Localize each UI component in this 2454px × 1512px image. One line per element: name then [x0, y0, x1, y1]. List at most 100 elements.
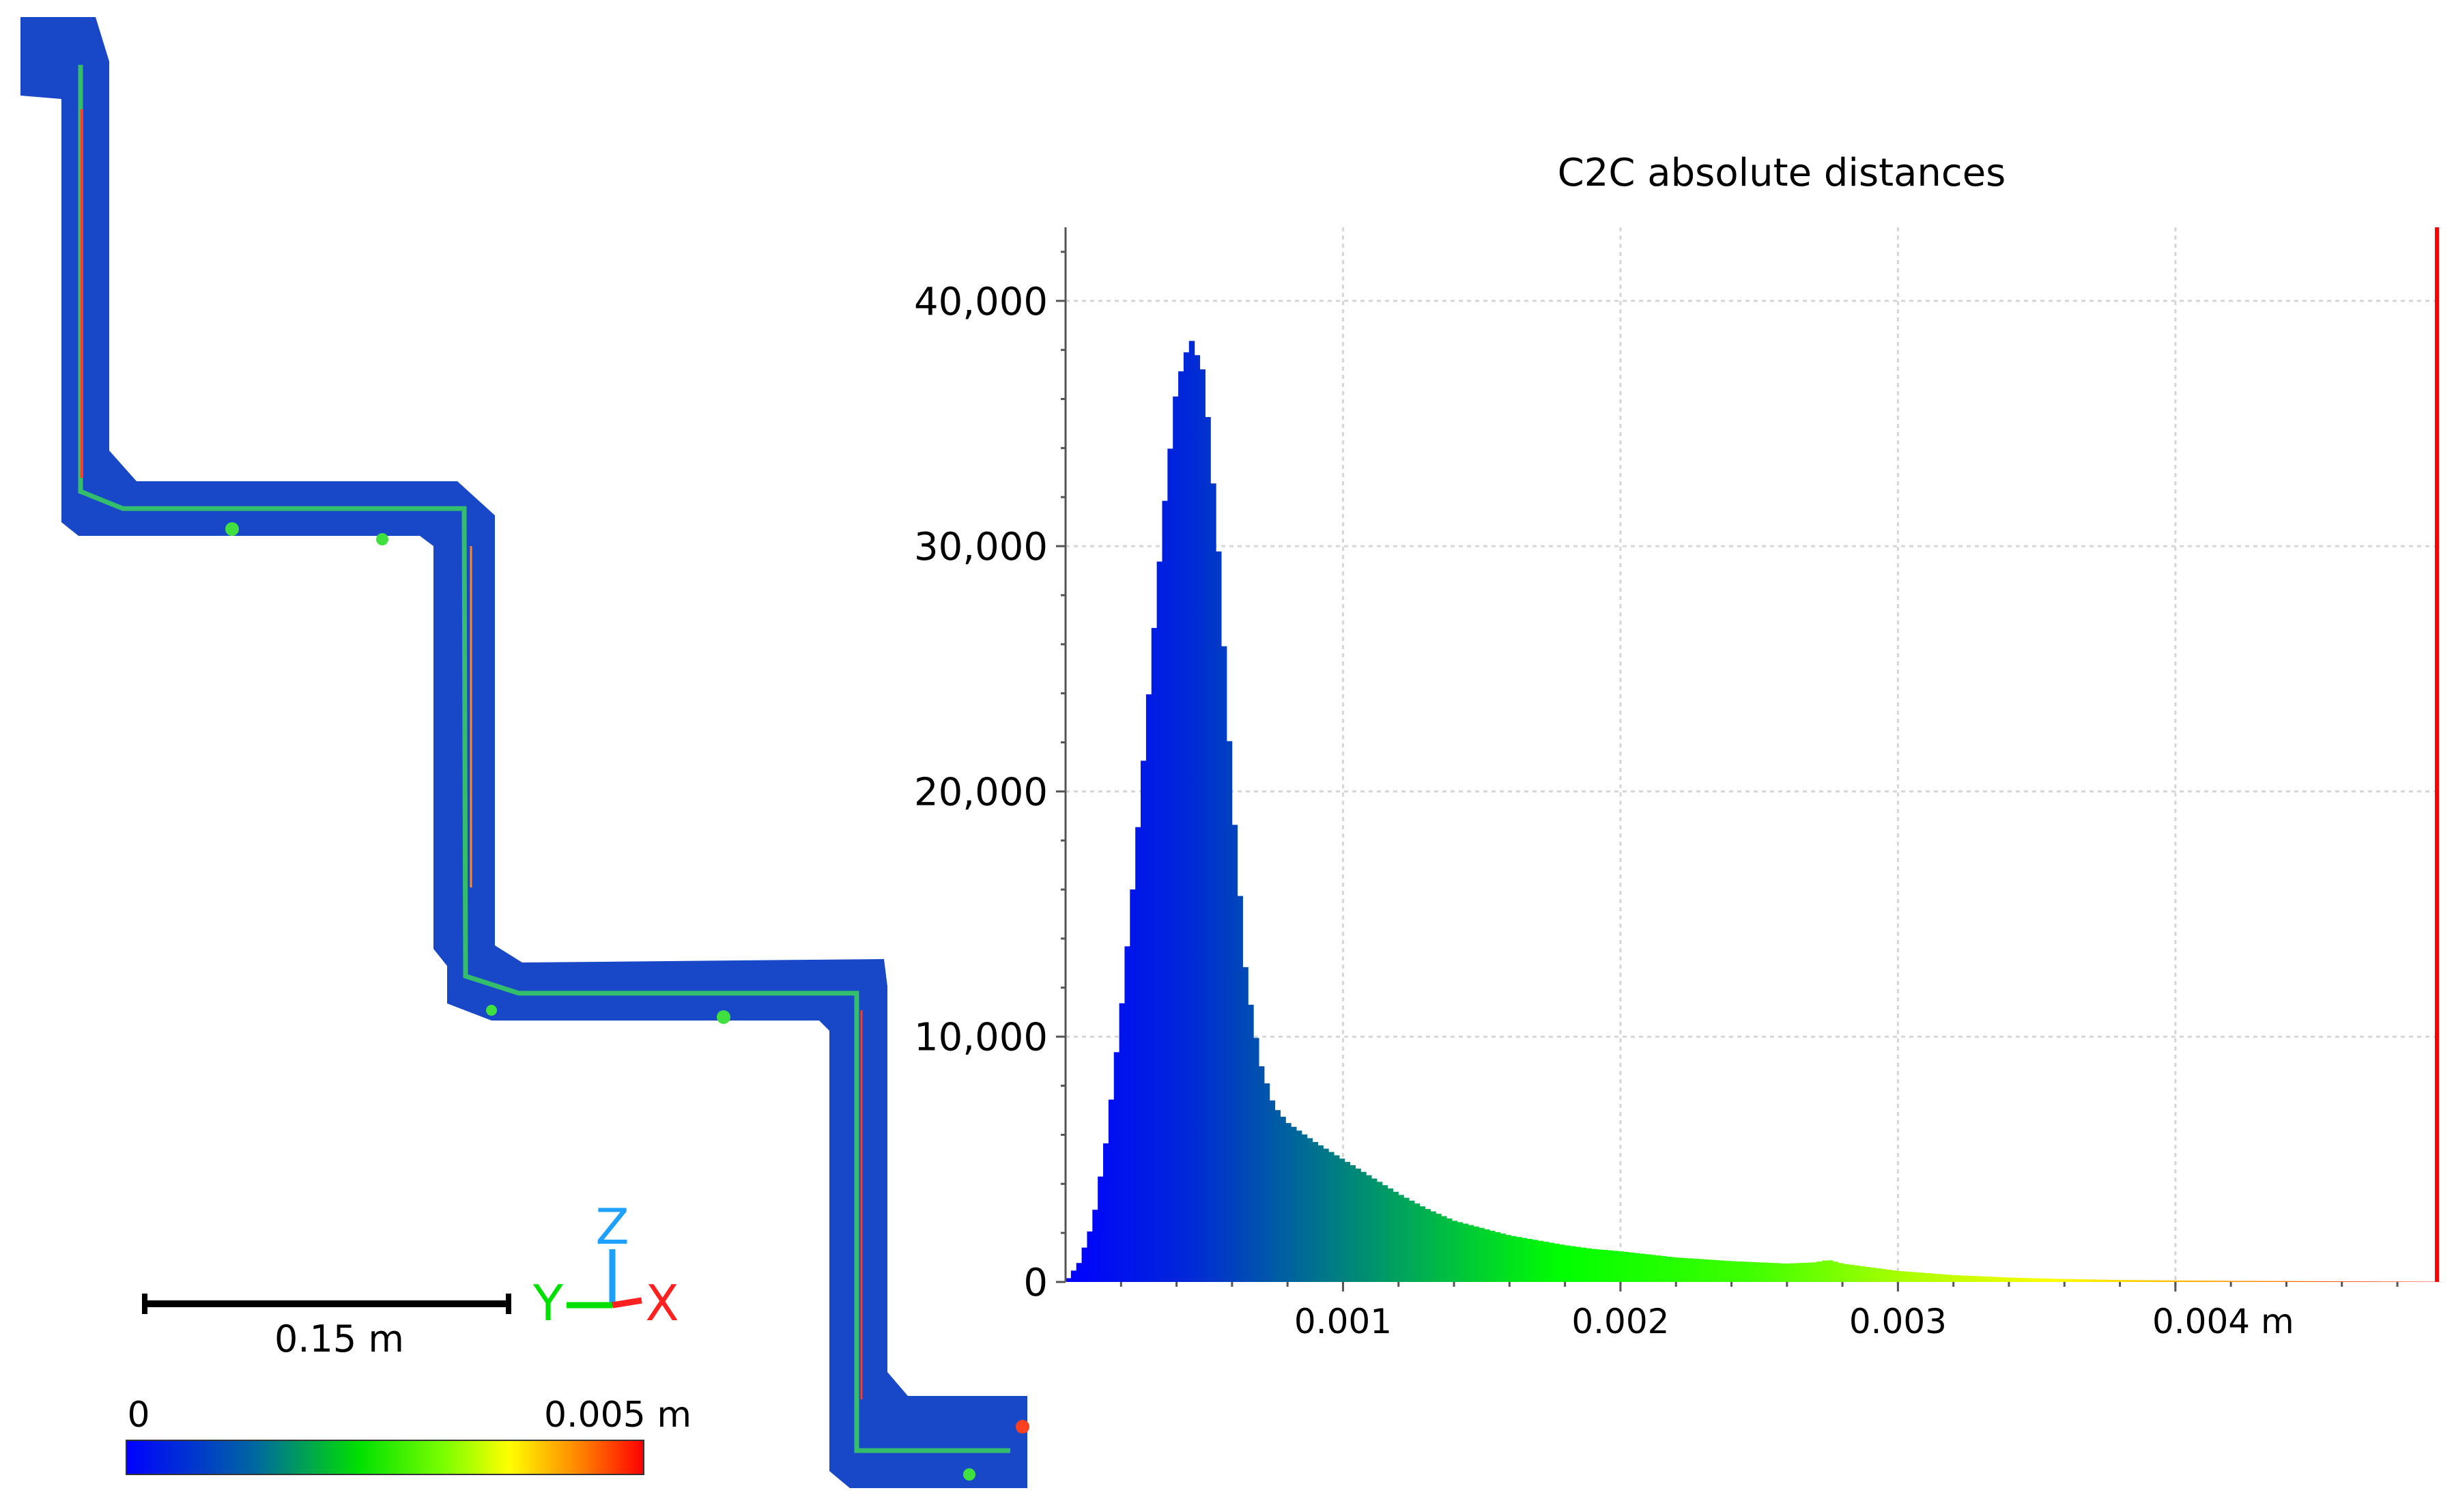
x-tick-label: 0.002 — [1571, 1302, 1669, 1341]
histogram-bar — [1398, 1195, 1404, 1282]
histogram-bar — [1113, 1052, 1120, 1282]
histogram-bar — [1248, 1004, 1254, 1282]
histogram-bar — [2321, 1281, 2327, 1282]
histogram-bar — [1564, 1245, 1571, 1282]
histogram-bar — [1832, 1261, 1839, 1282]
histogram-bar — [2004, 1277, 2010, 1282]
histogram-bar — [1601, 1250, 1608, 1282]
histogram-bar — [1999, 1277, 2005, 1282]
histogram-bar — [1897, 1271, 1903, 1282]
histogram-bar — [1098, 1176, 1104, 1282]
axis-y-label: Y — [532, 1274, 564, 1332]
histogram-bar — [1559, 1244, 1565, 1282]
histogram-bar — [1468, 1225, 1474, 1282]
histogram-bar — [1526, 1238, 1533, 1282]
histogram-bar — [1725, 1261, 1732, 1282]
histogram-bar — [1076, 1263, 1083, 1282]
histogram-bar — [1393, 1191, 1399, 1282]
histogram-bar — [1849, 1264, 1855, 1282]
histogram-bar — [1591, 1249, 1597, 1282]
histogram-bar — [1532, 1240, 1539, 1282]
histogram-bar — [1779, 1263, 1785, 1282]
histogram-bar — [1956, 1275, 1963, 1282]
histogram-bar — [1666, 1256, 1672, 1282]
staircase-point-cloud — [20, 17, 1029, 1488]
histogram-bar — [1307, 1138, 1313, 1282]
histogram-bar — [1854, 1265, 1860, 1282]
histogram-bar — [2363, 1281, 2370, 1282]
histogram-bar — [1371, 1178, 1378, 1282]
histogram-bar — [1451, 1221, 1458, 1282]
histogram-bar — [1119, 1003, 1126, 1282]
histogram-bar — [1982, 1276, 1989, 1282]
histogram-bar — [2391, 1281, 2397, 1282]
histogram-bar — [1843, 1264, 1850, 1282]
histogram-bar — [1704, 1259, 1710, 1282]
histogram-bar — [1505, 1235, 1511, 1282]
histogram-bar — [1333, 1155, 1340, 1282]
histogram-bar — [1907, 1272, 1914, 1282]
histogram-bar — [1522, 1238, 1528, 1282]
histogram-bar — [1768, 1263, 1775, 1282]
histogram-bar — [1473, 1226, 1479, 1282]
histogram-bar — [1612, 1251, 1619, 1282]
point-cloud-view: 0.15 m Z Y X 0 0.005 m — [20, 17, 1029, 1488]
histogram-bar — [2053, 1279, 2059, 1282]
histogram-bar — [1870, 1267, 1877, 1282]
histogram-bar — [1183, 352, 1190, 1283]
y-tick-label: 0 — [1023, 1261, 1048, 1305]
histogram-bar — [1623, 1252, 1629, 1282]
histogram-bar — [1795, 1263, 1801, 1282]
histogram-bar — [2122, 1280, 2128, 1282]
histogram-bar — [1548, 1242, 1554, 1282]
histogram-bar — [1484, 1229, 1490, 1282]
histogram-bar — [1446, 1218, 1453, 1282]
histogram-bar — [1339, 1158, 1345, 1282]
scale-bar-label: 0.15 m — [274, 1317, 404, 1360]
histogram-bar — [1924, 1272, 1930, 1282]
histogram-bar — [1886, 1270, 1892, 1282]
histogram-bar — [2154, 1280, 2160, 1282]
histogram-bar — [1441, 1216, 1447, 1282]
axis-x-label: X — [645, 1274, 679, 1332]
histogram-bar — [2171, 1280, 2177, 1282]
histogram-bar — [1317, 1145, 1324, 1282]
histogram-bar — [1070, 1270, 1077, 1282]
histogram-bar — [2197, 1281, 2203, 1282]
histogram-bar — [2175, 1280, 2182, 1282]
histogram-bar — [2063, 1279, 2070, 1282]
histogram-bar — [1639, 1253, 1646, 1282]
histogram-bar — [1231, 825, 1238, 1282]
histogram-bar — [1376, 1182, 1383, 1282]
histogram-bar — [2369, 1281, 2375, 1282]
histogram-bar — [1511, 1236, 1517, 1282]
histogram-bar — [1543, 1242, 1549, 1282]
histogram-bar — [1655, 1255, 1661, 1282]
histogram-bar — [2353, 1281, 2359, 1282]
histogram-bar — [2218, 1281, 2225, 1282]
histogram-bar — [1859, 1266, 1866, 1282]
histogram-bar — [1929, 1273, 1935, 1282]
histogram-bar — [1720, 1260, 1726, 1282]
histogram-bar — [1811, 1262, 1817, 1282]
histogram-bar — [1784, 1264, 1790, 1282]
histogram-bar — [2090, 1279, 2096, 1282]
histogram-bar — [1269, 1100, 1276, 1282]
histogram-bar — [1226, 741, 1233, 1282]
histogram-bar — [2331, 1281, 2338, 1282]
histogram-bar — [1644, 1254, 1651, 1282]
histogram-bar — [2025, 1278, 2032, 1282]
histogram-bar — [1205, 416, 1211, 1283]
histogram-bar — [1516, 1237, 1522, 1282]
histogram-bar — [1752, 1261, 1758, 1282]
histogram-bar — [1108, 1099, 1115, 1282]
histogram-bar — [1972, 1276, 1978, 1282]
histogram-bar — [1242, 967, 1249, 1282]
y-axis-ticks: 0 10,000 20,000 30,000 40,000 — [914, 251, 1066, 1305]
histogram-bar — [1194, 355, 1201, 1282]
histogram-bar — [1800, 1262, 1807, 1282]
histogram-bar — [1838, 1263, 1844, 1282]
histogram-bar — [1913, 1272, 1920, 1282]
histogram-bar — [1709, 1259, 1715, 1282]
histogram-bar — [2337, 1281, 2343, 1282]
